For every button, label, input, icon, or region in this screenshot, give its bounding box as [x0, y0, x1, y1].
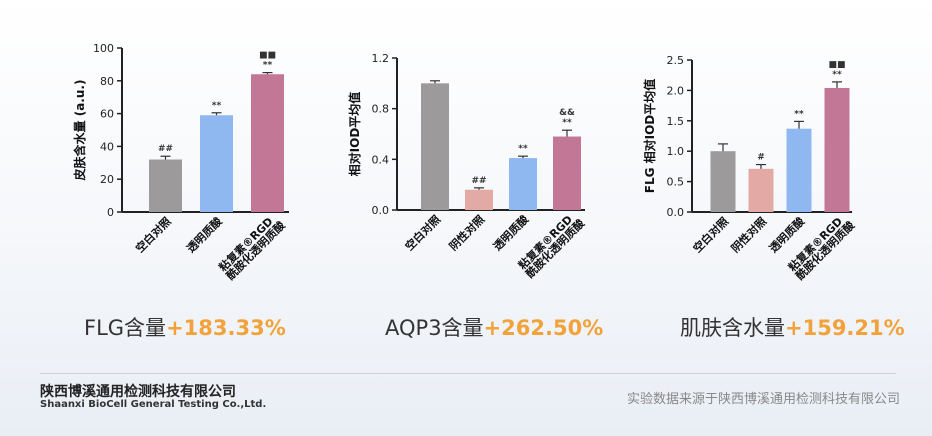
- bar: [509, 158, 537, 210]
- significance-label: **: [562, 118, 572, 128]
- y-tick-label: 0.4: [372, 153, 390, 166]
- significance-label: **: [212, 101, 222, 111]
- summary-3: 肌肤含水量+159.21%: [680, 312, 905, 342]
- bar: [710, 151, 736, 212]
- significance-label: &&: [559, 108, 575, 118]
- significance-label: **: [263, 61, 273, 71]
- summary-2-label: AQP3含量: [385, 316, 484, 340]
- summary-2-value: +262.50%: [483, 316, 604, 340]
- y-tick-label: 2.5: [667, 54, 685, 67]
- chart-panel-3: 0.0 0.5 1.0 1.5 2.0 2.5 FLG 相对IOD平均值空白对照 # 阴性对照 *…: [618, 0, 918, 314]
- footer-divider: [40, 373, 896, 374]
- x-tick-label: 透明质酸: [184, 214, 226, 256]
- x-tick-label: 空白对照: [133, 214, 174, 255]
- significance-label: #: [757, 153, 765, 163]
- x-tick-label: 空白对照: [402, 212, 443, 253]
- y-tick-label: 0: [107, 206, 114, 219]
- summary-3-label: 肌肤含水量: [680, 316, 785, 340]
- bar: [465, 189, 493, 210]
- bar: [421, 83, 449, 210]
- y-tick-label: 1.2: [372, 52, 390, 65]
- y-tick-label: 0.5: [667, 176, 685, 189]
- summary-2: AQP3含量+262.50%: [385, 312, 603, 342]
- company-name-en: Shaanxi BioCell General Testing Co.,Ltd.: [40, 399, 267, 410]
- chart-panel-1: 0 20 40 60 80 100 皮肤含水量 (a.u.) ## 空白对照 ** 透明质酸 ■■ **…: [0, 0, 300, 314]
- x-tick-label: 透明质酸: [490, 212, 532, 254]
- summary-1-label: FLG含量: [84, 316, 167, 340]
- chart-panel-2: 0.0 0.4 0.8 1.2 相对IOD平均值 空白对照 ## 阴性对照 ** 透明质酸 && **…: [315, 0, 615, 314]
- x-tick-label: 空白对照: [690, 214, 731, 255]
- bar: [553, 136, 581, 210]
- summary-1: FLG含量+183.33%: [84, 312, 286, 342]
- y-tick-label: 2.0: [667, 84, 685, 97]
- summary-3-value: +159.21%: [785, 316, 905, 340]
- significance-label: **: [794, 109, 804, 119]
- significance-label: ■■: [259, 51, 276, 61]
- summary-1-value: +183.33%: [166, 316, 286, 340]
- x-tick-label: 阴性对照: [446, 212, 487, 253]
- significance-label: **: [518, 144, 528, 154]
- bar: [251, 74, 284, 213]
- company-name-cn: 陕西博溪通用检测科技有限公司: [40, 384, 236, 400]
- y-tick-label: 0.0: [372, 204, 390, 217]
- y-tick-label: 1.5: [667, 115, 685, 128]
- y-tick-label: 80: [100, 75, 114, 88]
- bar: [200, 115, 233, 212]
- data-source-note: 实验数据来源于陕西博溪通用检测科技有限公司: [626, 392, 900, 407]
- bar: [149, 159, 182, 212]
- significance-label: ■■: [828, 60, 845, 70]
- y-axis-label: FLG 相对IOD平均值: [642, 79, 657, 194]
- y-tick-label: 0.0: [667, 206, 685, 219]
- significance-label: ##: [158, 144, 173, 154]
- significance-label: ##: [471, 176, 486, 186]
- bar: [824, 87, 850, 212]
- y-tick-label: 60: [100, 108, 114, 121]
- y-tick-label: 40: [100, 140, 114, 153]
- y-tick-label: 0.8: [372, 103, 390, 116]
- x-tick-label: 阴性对照: [728, 214, 769, 255]
- y-axis-label: 皮肤含水量 (a.u.): [72, 80, 87, 182]
- chart-aqp3: 0.00.40.81.2相对IOD平均值空白对照##阴性对照**透明质酸&&**…: [347, 52, 588, 281]
- y-tick-label: 1.0: [667, 145, 685, 158]
- bar: [748, 168, 774, 212]
- significance-label: **: [832, 70, 842, 80]
- y-tick-label: 20: [100, 173, 114, 186]
- y-axis-label: 相对IOD平均值: [347, 92, 362, 177]
- y-tick-label: 100: [93, 42, 114, 55]
- bar: [786, 128, 812, 212]
